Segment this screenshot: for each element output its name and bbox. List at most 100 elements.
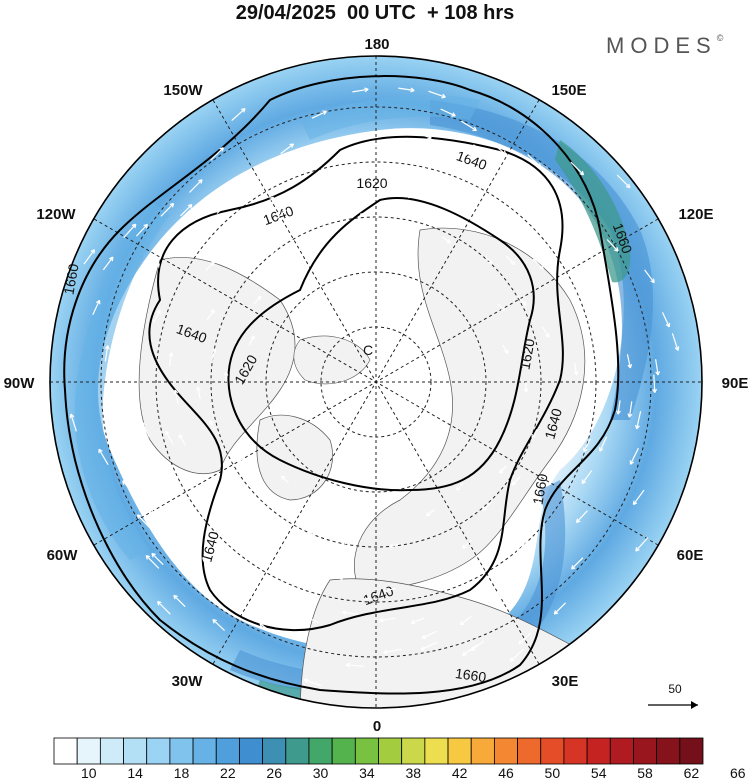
wind-arrowhead-icon xyxy=(425,511,431,517)
wind-arrowhead-icon xyxy=(169,202,175,208)
wind-arrowhead-icon xyxy=(454,188,459,194)
wind-arrow xyxy=(329,574,343,580)
colorbar-label: 58 xyxy=(637,765,653,781)
colorbar-swatch xyxy=(285,737,310,765)
colorbar-label: 34 xyxy=(359,765,375,781)
wind-arrowhead-icon xyxy=(211,348,217,353)
wind-arrow xyxy=(583,438,591,452)
wind-arrow xyxy=(635,537,649,552)
wind-arrowhead-icon xyxy=(389,543,394,549)
lon-label-120e: 120E xyxy=(678,206,713,223)
lon-label-150e: 150E xyxy=(551,82,586,99)
wind-arrow xyxy=(502,344,509,354)
wind-arrow xyxy=(165,431,174,444)
wind-arrow xyxy=(462,539,472,549)
colorbar-label: 22 xyxy=(220,765,236,781)
wind-arrowhead-icon xyxy=(379,617,384,623)
wind-arrow xyxy=(188,179,203,193)
wind-arrowhead-icon xyxy=(499,469,504,474)
land-greenland xyxy=(256,414,333,501)
wind-arrowhead-icon xyxy=(420,646,425,651)
wind-arrowhead-icon xyxy=(156,479,161,485)
wind-arrowhead-icon xyxy=(421,634,427,639)
wind-shading-outer xyxy=(50,56,702,708)
wind-arrowhead-icon xyxy=(650,278,655,284)
wind-arrow xyxy=(136,514,151,529)
wind-arrowhead-icon xyxy=(367,210,373,215)
wind-arrowhead-icon xyxy=(608,320,613,326)
wind-arrowhead-icon xyxy=(345,662,351,668)
wind-arrow xyxy=(83,249,95,265)
wind-arrowhead-icon xyxy=(635,424,640,430)
wind-arrowhead-icon xyxy=(548,475,554,481)
wind-arrow xyxy=(248,335,255,346)
wind-arrowhead-icon xyxy=(498,192,503,198)
contour-1620 xyxy=(227,197,535,492)
land-north-america xyxy=(138,257,296,474)
wind-arrow xyxy=(599,436,608,452)
wind-arrow xyxy=(365,598,380,600)
low-pressure-marker: C xyxy=(363,342,373,358)
wind-scale-arrowhead-icon xyxy=(691,701,698,709)
wind-arrow xyxy=(70,413,77,432)
wind-arrow xyxy=(509,648,525,662)
wind-arrowhead-icon xyxy=(627,364,633,369)
wind-arrow xyxy=(304,615,320,624)
wind-arrowhead-icon xyxy=(545,333,550,338)
wind-arrow xyxy=(516,541,528,553)
wind-arrow xyxy=(205,261,215,272)
colorbar-swatch xyxy=(679,737,704,765)
wind-arrow xyxy=(606,239,619,252)
wind-arrowhead-icon xyxy=(303,678,309,683)
wind-arrow xyxy=(266,248,275,257)
wind-arrowhead-icon xyxy=(553,610,559,615)
colorbar-swatch xyxy=(262,737,287,765)
wind-arrow xyxy=(628,401,633,418)
wind-arrowhead-icon xyxy=(209,420,214,425)
wind-arrowhead-icon xyxy=(455,486,461,491)
wind-arrow xyxy=(400,193,413,198)
colorbar-swatch xyxy=(378,737,403,765)
wind-arrowhead-icon xyxy=(342,539,348,545)
wind-arrowhead-icon xyxy=(488,259,493,264)
wind-arrow xyxy=(487,210,497,220)
wind-arrowhead-icon xyxy=(581,479,587,485)
wind-arrow xyxy=(309,229,318,238)
wind-arrow xyxy=(563,220,576,233)
meridian-30e-150w xyxy=(212,99,540,665)
colorbar-swatch xyxy=(656,737,681,765)
wind-arrow xyxy=(151,552,164,566)
wind-arrowhead-icon xyxy=(446,239,451,244)
contour-label: 1660 xyxy=(454,665,487,685)
latitude-circle-60 xyxy=(210,216,542,548)
colorbar-swatch xyxy=(470,737,495,765)
wind-arrowhead-icon xyxy=(364,87,369,93)
wind-arrowhead-icon xyxy=(616,410,621,415)
colorbar-swatch xyxy=(586,737,611,765)
wind-arrow xyxy=(342,611,359,616)
wind-arrow xyxy=(570,161,584,176)
wind-arrowhead-icon xyxy=(168,352,174,357)
wind-arrow xyxy=(135,223,148,237)
wind-arrow xyxy=(280,143,294,155)
wind-arrow xyxy=(581,470,593,484)
lon-label-30w: 30W xyxy=(172,673,204,690)
colorbar-label: 14 xyxy=(127,765,143,781)
wind-arrow xyxy=(653,374,656,393)
lon-label-90e: 90E xyxy=(722,375,749,392)
contour-label: 1660 xyxy=(60,262,81,296)
wind-arrowhead-icon xyxy=(427,134,432,140)
wind-arrow xyxy=(442,236,451,244)
wind-arrowhead-icon xyxy=(249,565,255,570)
wind-arrowhead-icon xyxy=(228,190,234,195)
wind-arrow xyxy=(253,172,266,184)
wind-arrowhead-icon xyxy=(147,459,152,465)
wind-arrow xyxy=(553,602,567,615)
colorbar-swatch xyxy=(493,737,518,765)
wind-arrowhead-icon xyxy=(308,188,313,194)
map-title: 29/04/2025 00 UTC + 108 hrs xyxy=(235,2,515,24)
wind-arrowhead-icon xyxy=(210,309,215,314)
colorbar-swatch xyxy=(401,737,426,765)
wind-arrowhead-icon xyxy=(339,562,345,567)
